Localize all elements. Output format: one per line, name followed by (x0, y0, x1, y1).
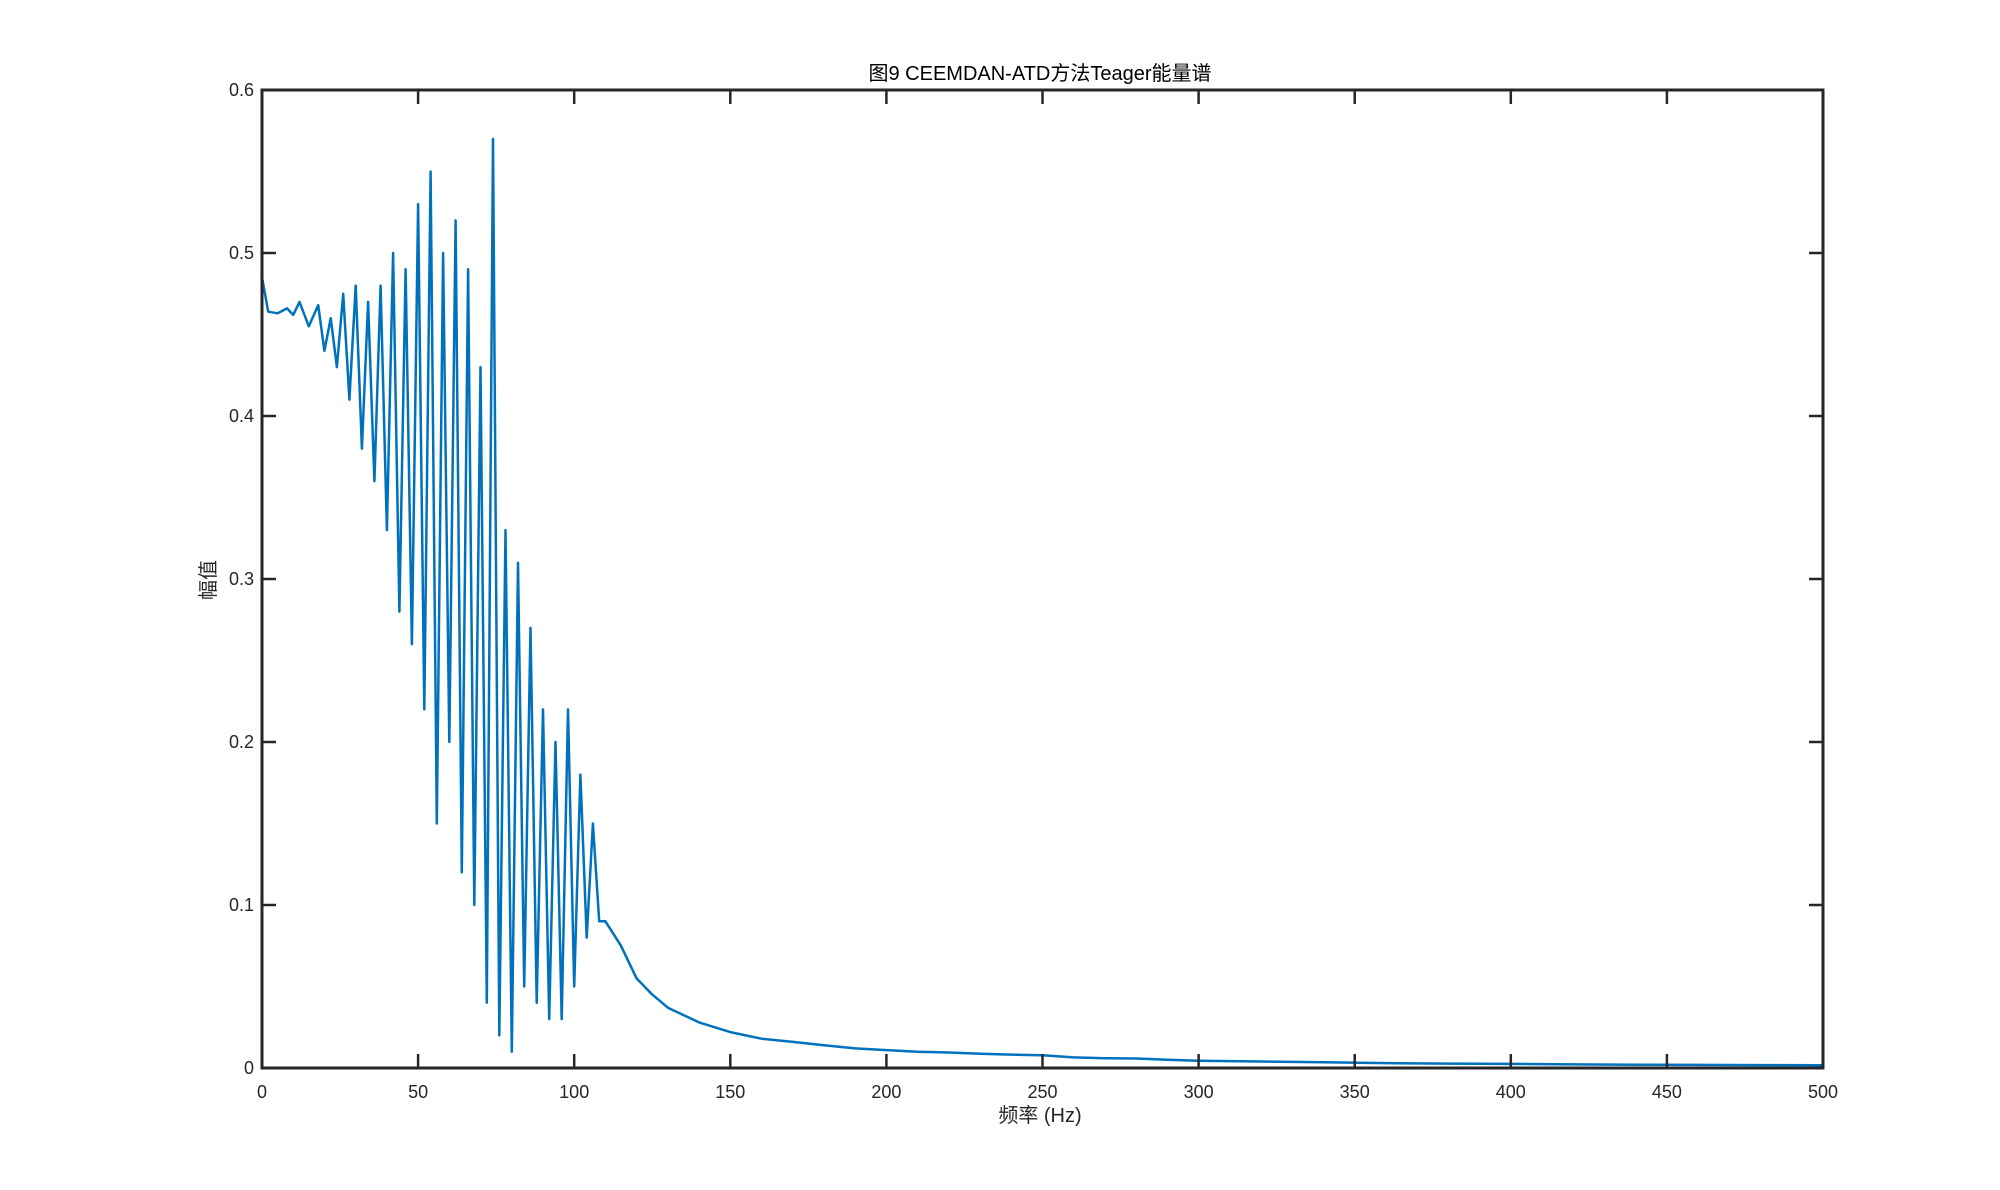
x-tick-label: 100 (559, 1082, 589, 1102)
x-tick-label: 200 (871, 1082, 901, 1102)
x-tick-label: 250 (1027, 1082, 1057, 1102)
x-tick-label: 350 (1340, 1082, 1370, 1102)
x-tick-label: 150 (715, 1082, 745, 1102)
x-tick-label: 450 (1652, 1082, 1682, 1102)
y-tick-label: 0.2 (229, 732, 254, 752)
y-tick-label: 0.1 (229, 895, 254, 915)
plot-area (260, 88, 1825, 1070)
y-tick-label: 0.3 (229, 569, 254, 589)
x-tick-label: 0 (257, 1082, 267, 1102)
y-tick-label: 0.6 (229, 80, 254, 100)
x-axis-label: 频率 (Hz) (998, 1104, 1081, 1127)
y-tick-label: 0.5 (229, 243, 254, 263)
y-axis-label: 幅值 (197, 560, 220, 600)
chart-title: 图9 CEEMDAN-ATD方法Teager能量谱 (868, 62, 1211, 85)
y-tick-label: 0.4 (229, 406, 254, 426)
x-axis: 0 50 100 150 200 250 300 350 400 450 500 (257, 90, 1838, 1102)
x-tick-label: 50 (408, 1082, 428, 1102)
y-tick-label: 0 (244, 1058, 254, 1078)
x-tick-label: 400 (1496, 1082, 1526, 1102)
series-line-0 (260, 137, 1824, 1067)
x-tick-label: 300 (1184, 1082, 1214, 1102)
y-axis: 0 0.1 0.2 0.3 0.4 0.5 0.6 (229, 80, 1823, 1078)
x-tick-label: 500 (1808, 1082, 1838, 1102)
